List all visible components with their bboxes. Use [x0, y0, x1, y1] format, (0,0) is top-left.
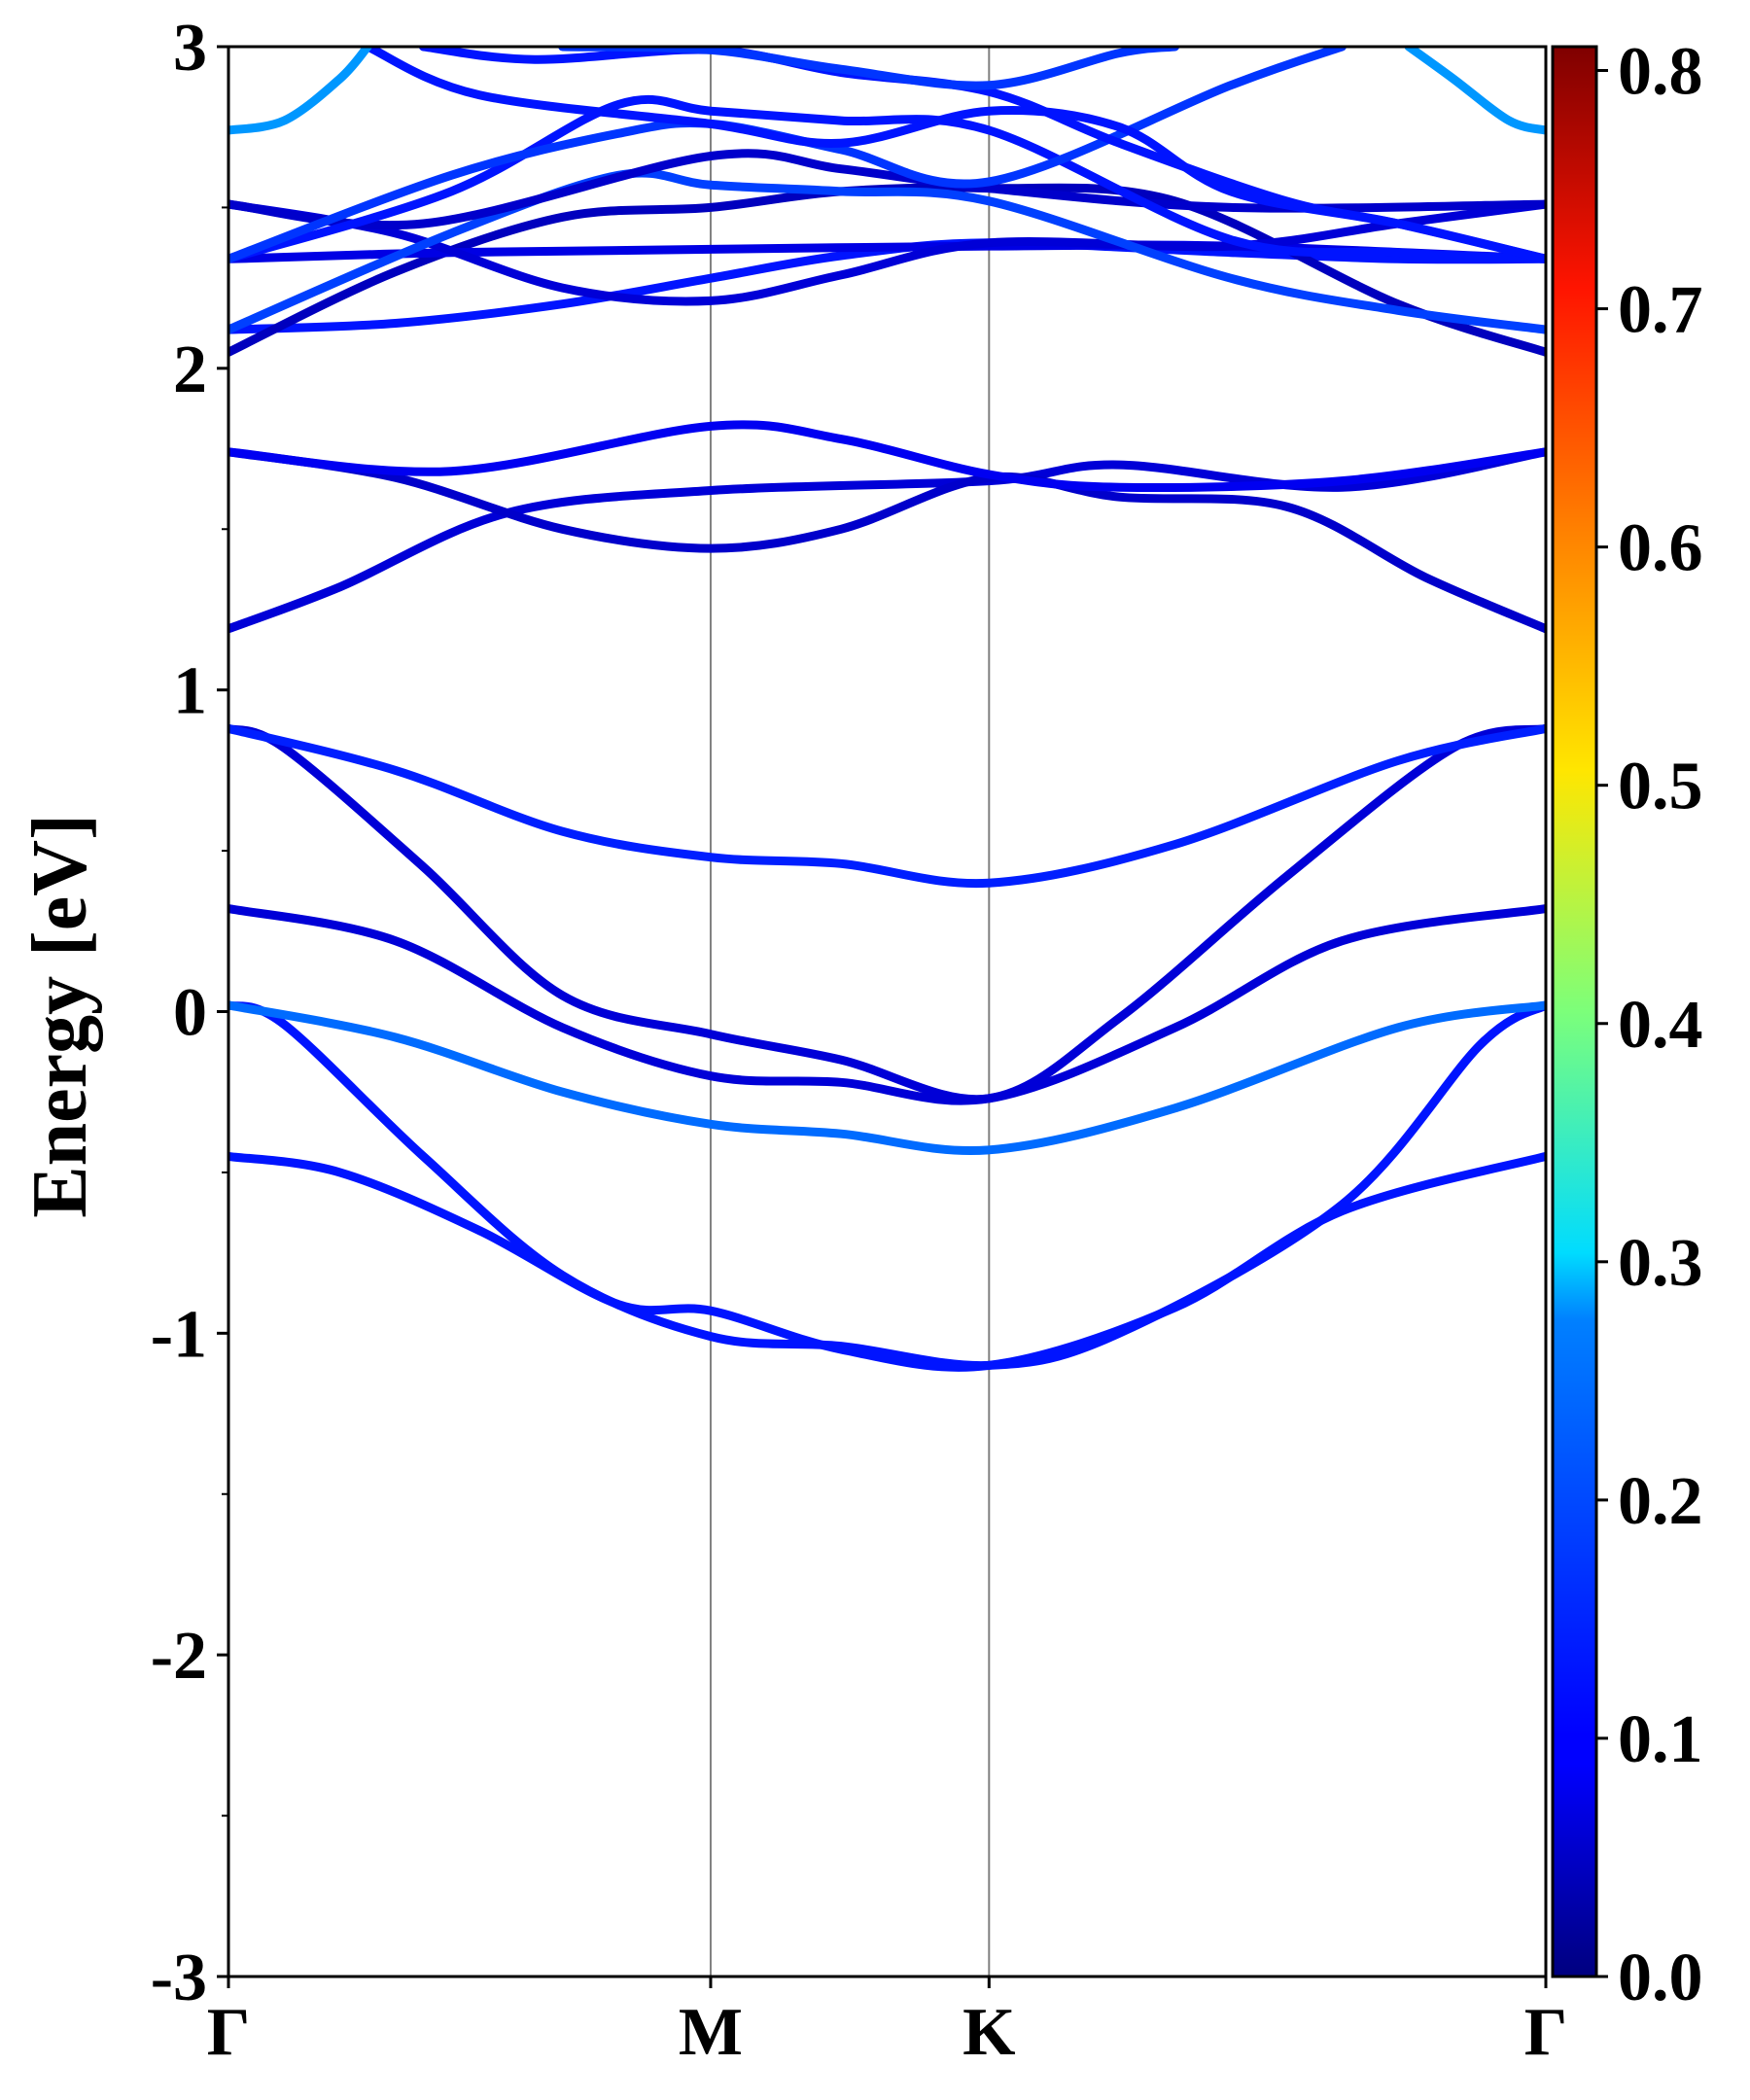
y-tick-label: -1	[151, 1297, 207, 1372]
band-line-5	[228, 723, 1546, 1104]
band-line-19	[418, 47, 1546, 263]
band-line-15	[228, 149, 1546, 230]
band-line-8	[228, 447, 1546, 634]
band-line-3	[228, 1000, 1546, 1155]
band-line-22	[1404, 47, 1546, 135]
plot-frame	[227, 45, 1548, 1978]
band-line-21	[228, 47, 372, 135]
colorbar-tick-label: 0.6	[1618, 511, 1703, 586]
band-line-7	[228, 447, 1546, 634]
colorbar-tick-label: 0.8	[1618, 35, 1703, 110]
colorbar-tick-label: 0.0	[1618, 1941, 1703, 2015]
band-line-1	[228, 1151, 1546, 1372]
band-line-9	[228, 420, 1546, 493]
y-axis-ticks: -3 -2 -1 0 1 2 3	[151, 11, 228, 2015]
colorbar	[1551, 45, 1598, 1978]
colorbar-tick-label: 0.4	[1618, 988, 1703, 1063]
band-line-14	[228, 168, 1546, 334]
band-line-2	[228, 1000, 1546, 1371]
x-tick-label: Γ	[207, 1995, 251, 2070]
y-tick-label: 3	[173, 11, 207, 86]
band-line-4	[228, 904, 1546, 1105]
band-lines	[228, 47, 1546, 1372]
band-line-16	[228, 94, 1546, 263]
y-tick-label: 1	[173, 654, 207, 729]
x-tick-label: M	[679, 1995, 743, 2070]
x-tick-label: K	[962, 1995, 1015, 2070]
colorbar-tick-label: 0.7	[1618, 273, 1703, 348]
x-tick-label: Γ	[1524, 1995, 1568, 2070]
y-tick-label: -2	[151, 1619, 207, 1694]
colorbar-tick-label: 0.3	[1618, 1226, 1703, 1301]
y-axis-label: Energy [eV]	[18, 814, 103, 1217]
y-tick-label: 0	[173, 976, 207, 1051]
y-tick-label: -3	[151, 1941, 207, 2015]
band-line-10	[228, 238, 1546, 334]
colorbar-ticks: 0.0 0.1 0.2 0.3 0.4 0.5 0.6 0.7 0.8	[1596, 35, 1703, 2015]
colorbar-tick-label: 0.1	[1618, 1702, 1703, 1777]
y-tick-label: 2	[173, 332, 207, 407]
colorbar-tick-label: 0.2	[1618, 1464, 1703, 1539]
colorbar-tick-label: 0.5	[1618, 750, 1703, 824]
band-line-13	[228, 199, 1546, 306]
band-line-6	[228, 723, 1546, 889]
high-symmetry-lines	[709, 47, 991, 1977]
